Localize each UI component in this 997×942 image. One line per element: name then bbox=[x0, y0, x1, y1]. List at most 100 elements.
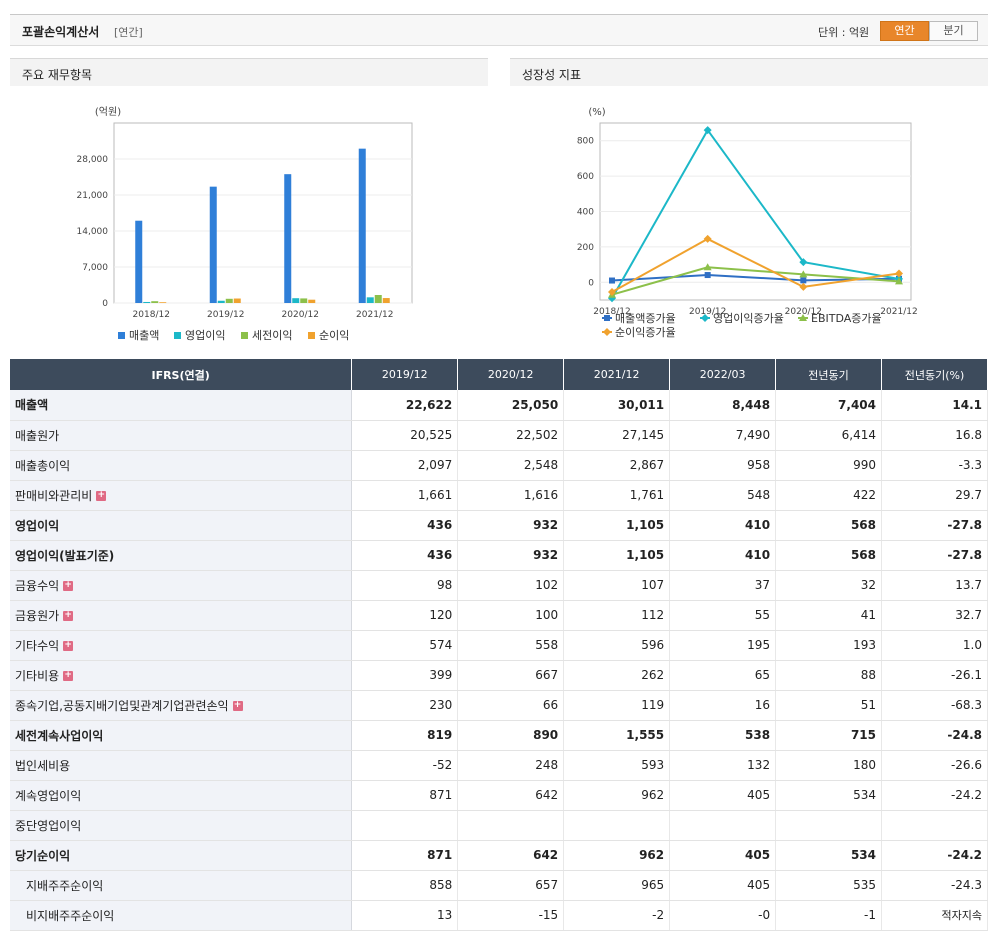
value-cell: 66 bbox=[457, 690, 565, 721]
header-period-3: 2021/12 bbox=[563, 359, 671, 390]
value-cell: 1,555 bbox=[563, 720, 671, 751]
value-cell: 965 bbox=[563, 870, 671, 901]
bar-4 bbox=[159, 302, 167, 303]
row-label: 당기순이익 bbox=[15, 848, 71, 863]
data-point bbox=[895, 277, 903, 285]
value-cell: 858 bbox=[351, 870, 459, 901]
bar-2 bbox=[366, 297, 374, 303]
table-row: 판매비와관리비 +1,661 1,616 1,761 548 422 29.7 bbox=[10, 480, 988, 511]
header-period-1: 2019/12 bbox=[351, 359, 459, 390]
header-label-col: IFRS(연결) bbox=[10, 359, 353, 390]
y-tick-label: 400 bbox=[577, 208, 594, 218]
value-cell: 568 bbox=[775, 540, 883, 571]
row-label-cell: 지배주주순이익 bbox=[10, 870, 353, 901]
row-label: 영업이익 bbox=[15, 518, 60, 533]
row-label-cell: 종속기업,공동지배기업및관계기업관련손익 + bbox=[10, 690, 353, 721]
value-cell: 642 bbox=[457, 840, 565, 871]
data-point bbox=[703, 126, 712, 135]
row-label-cell: 매출액 bbox=[10, 390, 353, 421]
value-cell: 29.7 bbox=[881, 480, 988, 511]
legend-swatch bbox=[241, 332, 248, 339]
expand-plus-icon[interactable]: + bbox=[63, 610, 74, 621]
legend-swatch bbox=[118, 332, 125, 339]
value-cell: 102 bbox=[457, 570, 565, 601]
value-cell: 13.7 bbox=[881, 570, 988, 601]
value-cell: 37 bbox=[669, 570, 777, 601]
row-label-cell: 비지배주주순이익 bbox=[10, 900, 353, 931]
expand-plus-icon[interactable]: + bbox=[63, 580, 74, 591]
table-row: 금융원가 +120 100 112 55 41 32.7 bbox=[10, 600, 988, 631]
value-cell: 574 bbox=[351, 630, 459, 661]
bar-chart-container: 0 7,000 14,000 21,000 28,000 (억원) 2018/12 2019/… bbox=[10, 90, 488, 358]
table-row: 비지배주주순이익 13 -15 -2 -0 -1 적자지속 bbox=[10, 900, 988, 931]
row-label: 매출액 bbox=[15, 398, 49, 413]
table-row: 법인세비용 -52 248 593 132 180 -26.6 bbox=[10, 750, 988, 781]
x-tick-label: 2019/12 bbox=[689, 307, 726, 317]
value-cell: 248 bbox=[457, 750, 565, 781]
row-label: 영업이익(발표기준) bbox=[15, 548, 115, 563]
value-cell: 22,502 bbox=[457, 420, 565, 451]
value-cell: 2,548 bbox=[457, 450, 565, 481]
bar-1 bbox=[284, 174, 292, 303]
value-cell: 932 bbox=[457, 540, 565, 571]
value-cell: 667 bbox=[457, 660, 565, 691]
data-point bbox=[701, 314, 709, 322]
legend-label: EBITDA증가율 bbox=[811, 312, 882, 325]
left-panel-title: 주요 재무항목 bbox=[10, 58, 488, 86]
value-cell: -1 bbox=[775, 900, 883, 931]
data-point bbox=[604, 315, 610, 321]
legend-label: 매출액증가율 bbox=[615, 312, 676, 325]
value-cell: -15 bbox=[457, 900, 565, 931]
data-point bbox=[608, 294, 616, 303]
value-cell: 534 bbox=[775, 840, 883, 871]
table-row: 매출원가 20,525 22,502 27,145 7,490 6,414 16.8 bbox=[10, 420, 988, 451]
value-cell: 1,105 bbox=[563, 540, 671, 571]
statement-title: 포괄손익계산서 bbox=[22, 25, 100, 39]
expand-plus-icon[interactable]: + bbox=[63, 640, 74, 651]
table-row: 영업이익 436 932 1,105 410 568 -27.8 bbox=[10, 510, 988, 541]
row-label-cell: 중단영업이익 bbox=[10, 810, 353, 841]
bar-1 bbox=[358, 148, 366, 303]
value-cell: 990 bbox=[775, 450, 883, 481]
quarter-toggle-button[interactable]: 분기 bbox=[929, 21, 978, 41]
row-label-cell: 법인세비용 bbox=[10, 750, 353, 781]
expand-plus-icon[interactable]: + bbox=[96, 490, 107, 501]
value-cell: 410 bbox=[669, 510, 777, 541]
x-tick-label: 2021/12 bbox=[356, 310, 393, 320]
expand-plus-icon[interactable]: + bbox=[232, 700, 243, 711]
value-cell: 32.7 bbox=[881, 600, 988, 631]
value-cell: 642 bbox=[457, 780, 565, 811]
data-point bbox=[799, 270, 808, 278]
value-cell: 890 bbox=[457, 720, 565, 751]
table-row: 당기순이익 871 642 962 405 534 -24.2 bbox=[10, 840, 988, 871]
row-label-cell: 기타비용 + bbox=[10, 660, 353, 691]
legend-swatch bbox=[308, 332, 315, 339]
header-period-2: 2020/12 bbox=[457, 359, 565, 390]
expand-plus-icon[interactable]: + bbox=[63, 670, 74, 681]
bar-3 bbox=[225, 298, 233, 303]
x-tick-label: 2018/12 bbox=[593, 307, 630, 317]
x-tick-label: 2021/12 bbox=[880, 307, 917, 317]
legend-label: 영업이익증가율 bbox=[713, 312, 784, 325]
value-cell: 195 bbox=[669, 630, 777, 661]
y-tick-label: 0 bbox=[588, 278, 594, 288]
row-label-cell: 매출총이익 bbox=[10, 450, 353, 481]
annual-toggle-button[interactable]: 연간 bbox=[880, 21, 929, 41]
legend-label: 순이익 bbox=[319, 329, 349, 342]
value-cell: -52 bbox=[351, 750, 459, 781]
value-cell: 535 bbox=[775, 870, 883, 901]
value-cell: 193 bbox=[775, 630, 883, 661]
y-axis-label: (억원) bbox=[95, 106, 121, 118]
bar-1 bbox=[209, 186, 217, 303]
legend-label: 영업이익 bbox=[185, 329, 225, 342]
row-label-cell: 기타수익 + bbox=[10, 630, 353, 661]
value-cell: 120 bbox=[351, 600, 459, 631]
row-label-cell: 금융수익 + bbox=[10, 570, 353, 601]
value-cell: 436 bbox=[351, 510, 459, 541]
value-cell: 65 bbox=[669, 660, 777, 691]
value-cell: -24.3 bbox=[881, 870, 988, 901]
value-cell: 715 bbox=[775, 720, 883, 751]
value-cell: -26.6 bbox=[881, 750, 988, 781]
value-cell: 558 bbox=[457, 630, 565, 661]
bar-2 bbox=[143, 301, 151, 303]
